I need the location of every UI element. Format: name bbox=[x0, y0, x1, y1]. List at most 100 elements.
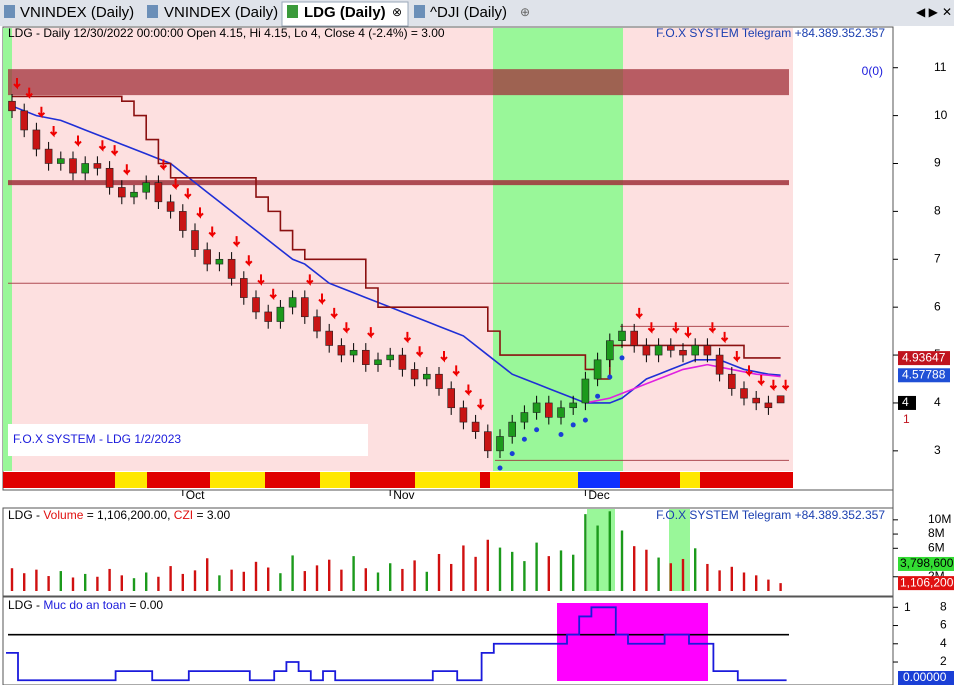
candle-body bbox=[130, 191, 138, 198]
tab-label[interactable]: VNINDEX (Daily) bbox=[164, 4, 278, 21]
volume-bar bbox=[96, 576, 99, 591]
header-part: CZI bbox=[174, 508, 193, 522]
close-button[interactable]: ✕ bbox=[942, 5, 952, 19]
new-tab[interactable]: ⊕ bbox=[520, 5, 530, 19]
tab-icon bbox=[147, 5, 158, 18]
y-tick-label: 2 bbox=[940, 654, 947, 668]
buy-signal bbox=[521, 436, 527, 442]
volume-bar bbox=[389, 563, 392, 591]
candle-body bbox=[349, 349, 358, 356]
volume-bar bbox=[694, 548, 697, 591]
buy-signal bbox=[582, 417, 588, 423]
tab-label[interactable]: ^DJI (Daily) bbox=[430, 4, 507, 21]
volume-bar bbox=[633, 546, 636, 591]
volume-bar bbox=[535, 542, 538, 591]
candle-body bbox=[605, 340, 614, 361]
candle-body bbox=[752, 397, 761, 404]
tab[interactable]: ^DJI (Daily) ⊕ bbox=[414, 4, 530, 21]
volume-bar bbox=[145, 572, 148, 591]
volume-bar bbox=[681, 558, 685, 591]
volume-bar bbox=[608, 511, 611, 591]
candle-body bbox=[581, 378, 590, 404]
pane-number: 1 bbox=[903, 412, 910, 426]
y-tick-label: 6 bbox=[940, 618, 947, 632]
sell-signal bbox=[672, 322, 680, 334]
volume-bar bbox=[669, 563, 672, 591]
candle-body bbox=[81, 163, 89, 174]
sell-signal bbox=[367, 327, 375, 339]
volume-bar bbox=[498, 547, 502, 591]
tab-label[interactable]: LDG (Daily) bbox=[304, 4, 386, 21]
indicator-line bbox=[11, 105, 781, 404]
last-value-label: 4 bbox=[902, 395, 909, 409]
sell-signal bbox=[171, 178, 180, 191]
candle-body bbox=[422, 373, 431, 380]
tab[interactable]: VNINDEX (Daily) bbox=[4, 4, 134, 21]
candle-body bbox=[69, 158, 77, 174]
candle-body bbox=[179, 211, 187, 231]
candle-body bbox=[191, 230, 199, 250]
buy-signal bbox=[619, 355, 625, 361]
volume-bar bbox=[120, 575, 123, 591]
volume-bar bbox=[328, 559, 331, 591]
volume-bar bbox=[132, 578, 136, 591]
tab[interactable]: VNINDEX (Daily) bbox=[147, 4, 278, 21]
candle-body bbox=[252, 297, 260, 313]
volume-bar bbox=[242, 571, 245, 591]
sell-signal bbox=[318, 293, 326, 305]
volume-bar bbox=[340, 569, 343, 591]
buy-signal bbox=[497, 465, 503, 471]
volume-bar bbox=[596, 525, 599, 591]
volume-bar bbox=[755, 575, 758, 591]
y-tick-label: 10M bbox=[928, 512, 951, 526]
volume-bar bbox=[547, 556, 550, 591]
buy-signal bbox=[534, 427, 540, 433]
tab-label[interactable]: VNINDEX (Daily) bbox=[20, 4, 134, 21]
volume-bar bbox=[645, 549, 648, 591]
alert-zone bbox=[557, 603, 708, 681]
volume-bar bbox=[559, 550, 563, 591]
status-strip bbox=[3, 472, 793, 488]
sell-signal bbox=[306, 274, 314, 286]
buy-signal bbox=[595, 393, 601, 399]
tab-active[interactable]: LDG (Daily) ⊗ bbox=[281, 1, 409, 27]
scroll-button[interactable]: ◀ ▶ bbox=[916, 5, 939, 19]
volume-bar bbox=[779, 583, 782, 591]
candle-body bbox=[679, 349, 687, 356]
volume-bar bbox=[376, 572, 380, 591]
sell-signal bbox=[769, 379, 778, 392]
volume-header: LDG - Volume = 1,106,200.00, CZI = 3.00 bbox=[8, 508, 230, 522]
sell-signal bbox=[232, 236, 241, 248]
candle-body bbox=[410, 369, 419, 380]
sell-signal bbox=[269, 288, 277, 301]
tab-close[interactable]: ⊗ bbox=[392, 5, 402, 19]
volume-bar bbox=[47, 576, 50, 591]
candle-body bbox=[166, 201, 175, 212]
last-value-label: 3,798,600 bbox=[900, 556, 954, 570]
x-tick-label: Dec bbox=[588, 488, 609, 502]
safe-zone bbox=[669, 509, 690, 591]
candle-body bbox=[764, 402, 773, 409]
last-value-box bbox=[898, 351, 950, 366]
tab-bar bbox=[0, 0, 954, 26]
last-value-box bbox=[898, 368, 950, 383]
candle-body bbox=[618, 330, 626, 341]
volume-bar bbox=[206, 558, 209, 591]
header-part: = 1,106,200.00, bbox=[83, 508, 173, 522]
sell-signal bbox=[330, 307, 338, 320]
y-tick-label: 4 bbox=[940, 636, 947, 650]
volume-bar bbox=[425, 571, 428, 591]
volume-bar bbox=[401, 568, 404, 591]
sell-signal bbox=[647, 322, 656, 334]
last-value-box bbox=[898, 395, 916, 410]
header-part: Volume bbox=[43, 508, 83, 522]
last-value-label: 4.93647 bbox=[902, 350, 946, 364]
sell-signal bbox=[635, 307, 643, 320]
volume-bar bbox=[59, 571, 62, 591]
caption: F.O.X SYSTEM - LDG 1/2/2023 bbox=[13, 432, 181, 446]
candle-body bbox=[325, 330, 334, 346]
sell-signal bbox=[452, 365, 460, 377]
candle-body bbox=[398, 354, 407, 370]
